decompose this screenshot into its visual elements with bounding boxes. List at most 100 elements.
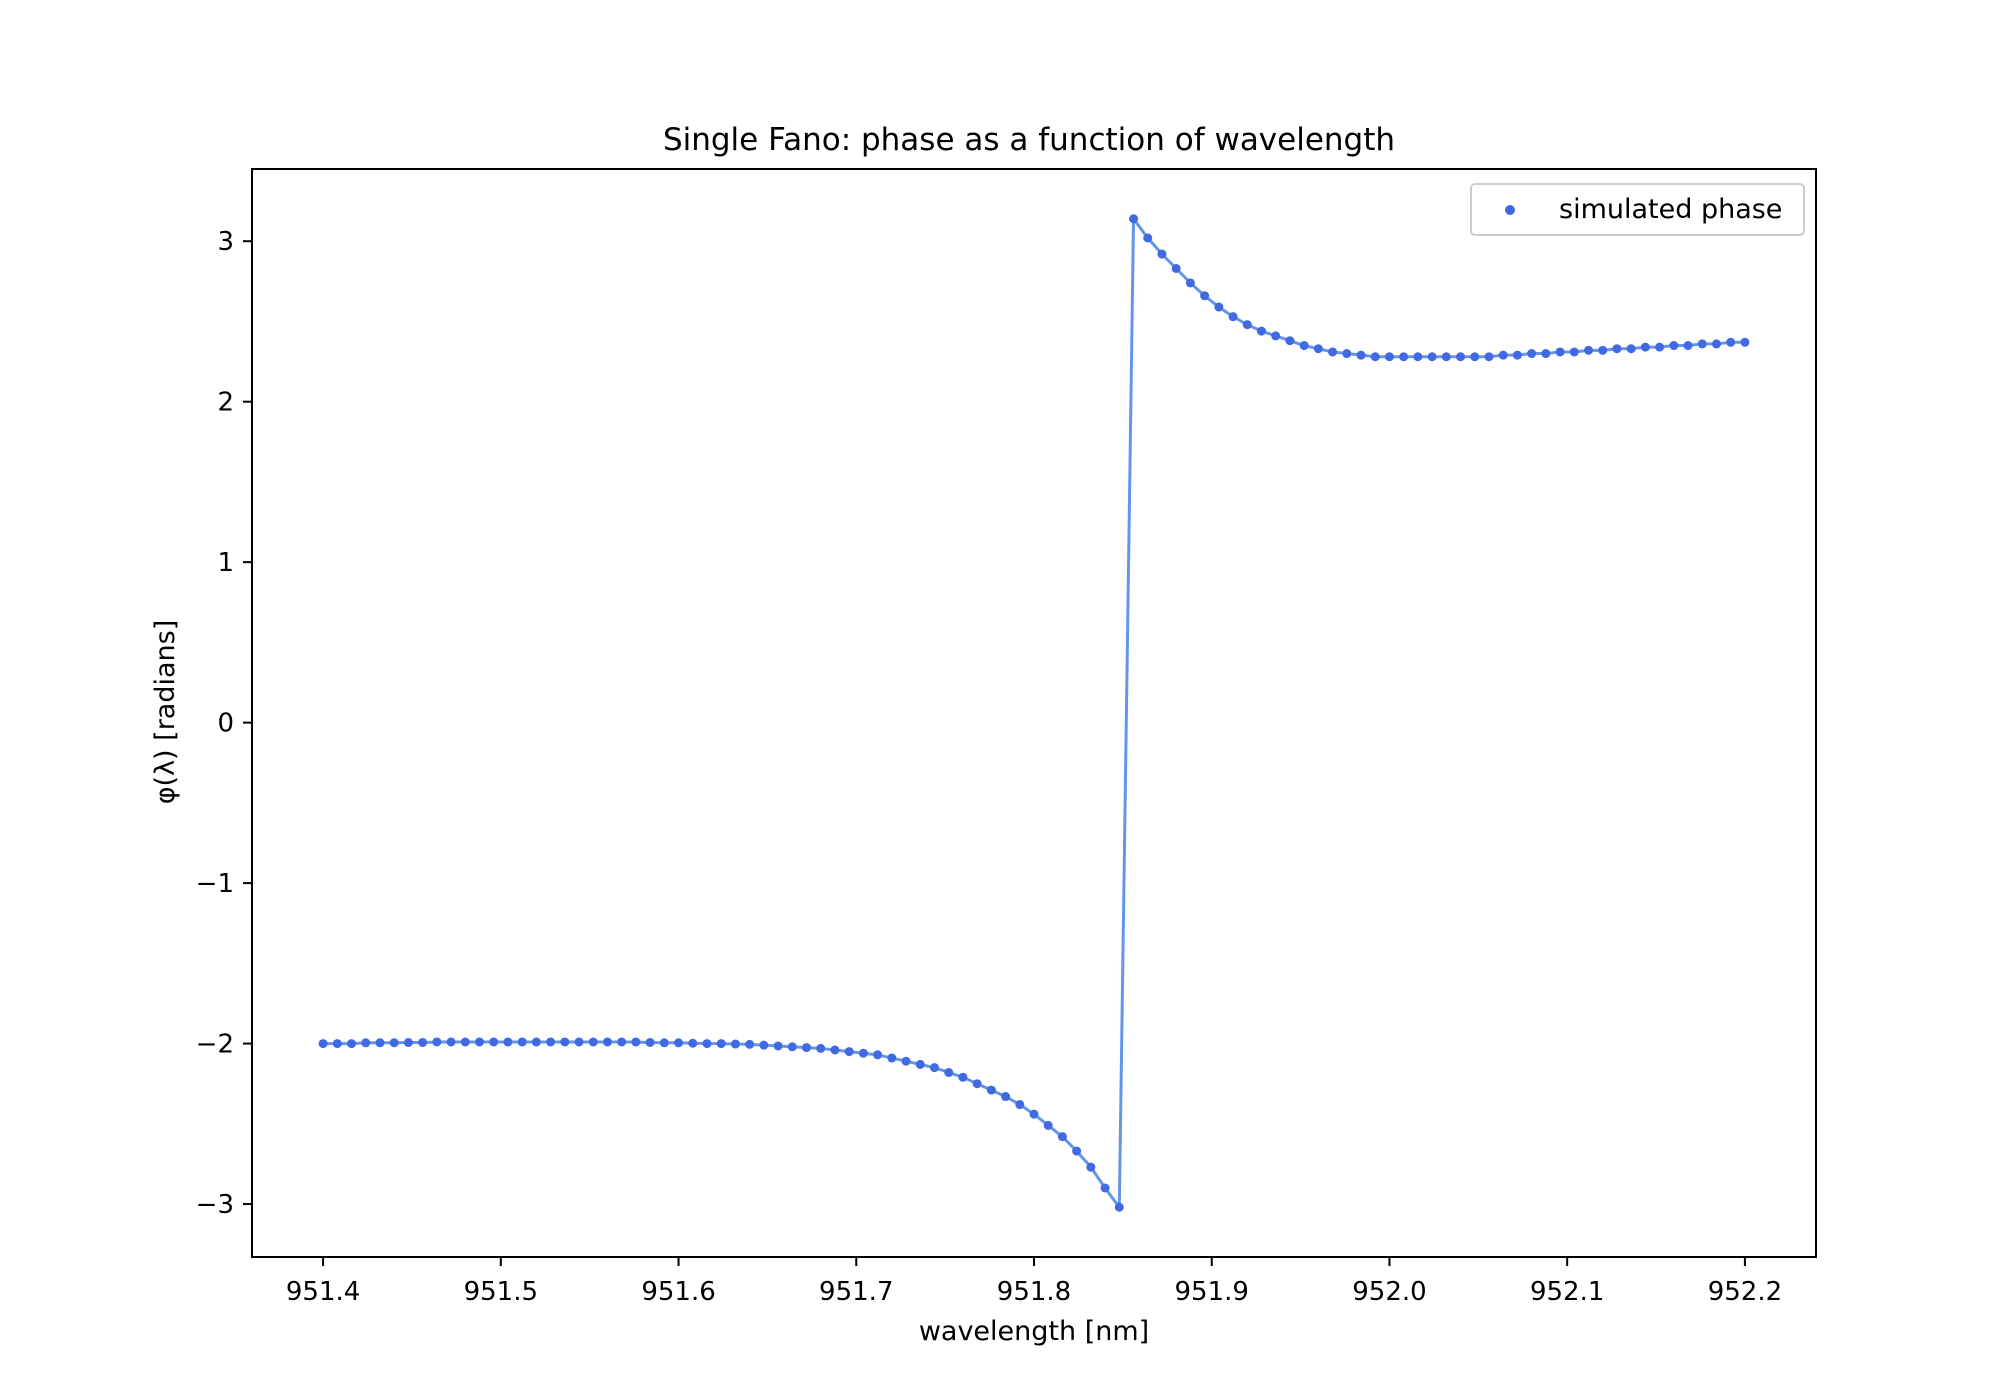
data-point: [929, 1063, 939, 1073]
x-tick-label: 952.2: [1708, 1277, 1782, 1307]
data-point: [489, 1037, 499, 1047]
data-point: [1441, 352, 1451, 362]
data-point: [1200, 291, 1210, 301]
data-point: [1384, 352, 1394, 362]
data-point: [858, 1048, 868, 1058]
data-point: [617, 1037, 627, 1047]
data-point: [1015, 1100, 1025, 1110]
data-point: [1669, 341, 1679, 351]
data-point: [1640, 342, 1650, 352]
data-point: [1584, 345, 1594, 355]
data-point: [602, 1037, 612, 1047]
data-point: [418, 1037, 428, 1047]
data-point: [1214, 302, 1224, 312]
data-point: [517, 1037, 527, 1047]
data-series: [318, 214, 1750, 1212]
y-axis-label: φ(λ) [radians]: [150, 620, 181, 805]
data-point: [1740, 337, 1750, 347]
data-point: [318, 1039, 328, 1049]
data-point: [403, 1037, 413, 1047]
data-point: [1171, 263, 1181, 273]
data-point: [446, 1037, 456, 1047]
x-tick-label: 951.4: [286, 1277, 360, 1307]
data-point: [1527, 349, 1537, 359]
data-point: [887, 1053, 897, 1063]
data-point: [745, 1039, 755, 1049]
data-point: [1413, 352, 1423, 362]
data-point: [347, 1039, 357, 1049]
data-point: [1370, 352, 1380, 362]
y-tick-label: 0: [217, 709, 234, 739]
data-point: [1356, 350, 1366, 360]
x-tick-label: 952.1: [1530, 1277, 1604, 1307]
data-point: [1285, 336, 1295, 346]
data-point: [1598, 345, 1608, 355]
data-point: [1299, 341, 1309, 351]
plot-frame: [251, 168, 1817, 1258]
data-point: [574, 1037, 584, 1047]
data-point: [759, 1040, 769, 1050]
data-point: [1697, 339, 1707, 349]
data-point: [1129, 214, 1139, 224]
data-point: [1157, 249, 1167, 259]
data-point: [1001, 1092, 1011, 1102]
data-point: [915, 1059, 925, 1069]
data-point: [688, 1038, 698, 1048]
data-point: [375, 1038, 385, 1048]
data-point: [1114, 1202, 1124, 1212]
data-point: [944, 1067, 954, 1077]
data-point: [1427, 352, 1437, 362]
data-point: [1512, 350, 1522, 360]
x-tick-label: 951.7: [819, 1277, 893, 1307]
data-point: [787, 1042, 797, 1052]
y-tick-label: 1: [217, 548, 234, 578]
data-point: [1271, 331, 1281, 341]
data-point: [560, 1037, 570, 1047]
data-point: [474, 1037, 484, 1047]
data-point: [1626, 344, 1636, 354]
data-point: [1484, 352, 1494, 362]
data-point: [702, 1039, 712, 1049]
data-point: [361, 1038, 371, 1048]
legend: simulated phase: [1470, 183, 1805, 236]
data-point: [1399, 352, 1409, 362]
data-point: [1683, 341, 1693, 351]
data-point: [1498, 350, 1508, 360]
data-point: [1029, 1109, 1039, 1119]
data-point: [830, 1045, 840, 1055]
data-point: [901, 1056, 911, 1066]
data-point: [432, 1037, 442, 1047]
data-point: [588, 1037, 598, 1047]
data-point: [1313, 344, 1323, 354]
x-tick-label: 951.8: [997, 1277, 1071, 1307]
data-point: [1711, 339, 1721, 349]
data-point: [389, 1038, 399, 1048]
data-point: [730, 1039, 740, 1049]
data-point: [1086, 1162, 1096, 1172]
data-point: [1569, 347, 1579, 357]
data-point: [332, 1039, 342, 1049]
data-point: [503, 1037, 513, 1047]
y-tick-label: −3: [196, 1190, 234, 1220]
y-tick-label: −1: [196, 869, 234, 899]
data-point: [816, 1043, 826, 1053]
data-point: [1185, 278, 1195, 288]
data-point: [659, 1038, 669, 1048]
data-point: [844, 1047, 854, 1057]
data-point: [546, 1037, 556, 1047]
data-point: [802, 1043, 812, 1053]
data-point: [873, 1050, 883, 1060]
x-tick-label: 951.9: [1175, 1277, 1249, 1307]
data-point: [1726, 337, 1736, 347]
data-point: [1541, 349, 1551, 359]
data-point: [1242, 320, 1252, 330]
axis-ticks: 951.4 951.5 951.6 951.7 951.8 951.9 952.0 952.1…: [196, 227, 1782, 1307]
data-point: [1100, 1183, 1110, 1193]
data-point: [716, 1039, 726, 1049]
data-point: [1228, 312, 1238, 322]
x-tick-label: 951.6: [641, 1277, 715, 1307]
data-point: [1342, 349, 1352, 359]
data-point: [631, 1037, 641, 1047]
data-point: [460, 1037, 470, 1047]
x-tick-label: 952.0: [1352, 1277, 1426, 1307]
